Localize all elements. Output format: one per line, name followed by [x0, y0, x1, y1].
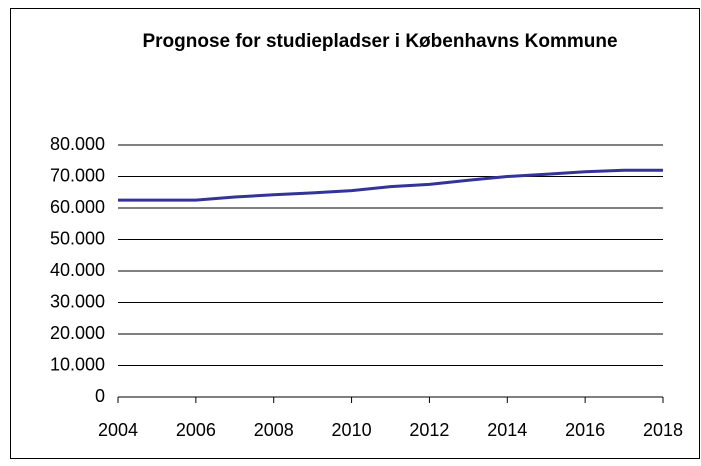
x-tick-label: 2018 [643, 420, 683, 440]
x-tick-label: 2010 [332, 420, 372, 440]
y-tick-label: 0 [95, 386, 105, 406]
x-tick-label: 2004 [98, 420, 138, 440]
y-tick-label: 50.000 [50, 228, 105, 248]
chart-title: Prognose for studiepladser i Københavns … [142, 31, 618, 52]
y-tick-label: 60.000 [50, 197, 105, 217]
y-tick-label: 80.000 [50, 134, 105, 154]
x-tick-label: 2008 [254, 420, 294, 440]
x-tick-label: 2006 [176, 420, 216, 440]
y-tick-label: 40.000 [50, 260, 105, 280]
y-tick-label: 30.000 [50, 291, 105, 311]
x-tick-label: 2014 [487, 420, 527, 440]
x-tick-label: 2012 [409, 420, 449, 440]
data-line [118, 168, 663, 202]
y-tick-label: 70.000 [50, 165, 105, 185]
x-tick-label: 2016 [565, 420, 605, 440]
y-tick-label: 20.000 [50, 323, 105, 343]
chart-frame [10, 8, 700, 459]
y-tick-label: 10.000 [50, 354, 105, 374]
